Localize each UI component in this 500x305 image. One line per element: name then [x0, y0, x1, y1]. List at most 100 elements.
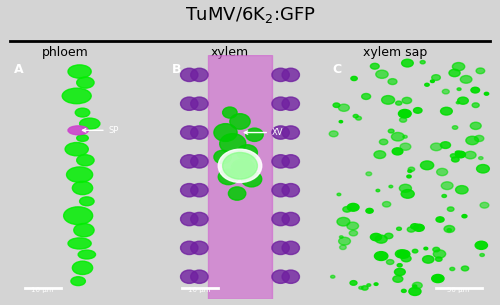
Circle shape [282, 68, 300, 81]
Circle shape [386, 260, 394, 264]
Circle shape [180, 126, 198, 139]
Ellipse shape [72, 181, 92, 195]
Circle shape [397, 264, 402, 267]
Circle shape [180, 97, 198, 110]
Circle shape [362, 94, 370, 99]
Circle shape [359, 286, 363, 289]
Circle shape [329, 131, 338, 137]
Circle shape [396, 250, 407, 258]
Circle shape [424, 83, 429, 86]
Circle shape [350, 281, 357, 285]
Circle shape [420, 161, 434, 170]
Circle shape [398, 109, 411, 118]
Circle shape [242, 171, 262, 187]
Circle shape [180, 241, 198, 255]
Circle shape [376, 189, 380, 192]
Circle shape [180, 270, 198, 283]
Circle shape [220, 134, 246, 154]
Circle shape [362, 286, 368, 290]
Circle shape [180, 68, 198, 81]
Circle shape [218, 169, 238, 185]
Circle shape [222, 152, 258, 179]
Circle shape [228, 187, 246, 200]
Circle shape [407, 175, 411, 178]
Circle shape [356, 116, 362, 120]
Circle shape [337, 193, 341, 196]
Circle shape [230, 114, 250, 129]
Circle shape [180, 155, 198, 168]
Circle shape [392, 148, 403, 155]
Circle shape [456, 151, 460, 155]
Circle shape [410, 224, 419, 229]
Circle shape [190, 212, 208, 226]
Circle shape [480, 253, 484, 257]
Text: A: A [14, 63, 24, 76]
Circle shape [450, 267, 454, 271]
Ellipse shape [66, 167, 92, 182]
Circle shape [400, 184, 411, 192]
Circle shape [430, 80, 434, 83]
Circle shape [401, 190, 414, 198]
Circle shape [456, 186, 468, 194]
Circle shape [403, 135, 407, 138]
Circle shape [452, 126, 458, 129]
Circle shape [442, 195, 446, 197]
Circle shape [272, 184, 289, 197]
Circle shape [433, 247, 440, 252]
Circle shape [436, 217, 444, 222]
Circle shape [396, 101, 402, 105]
Circle shape [343, 206, 351, 212]
Circle shape [272, 68, 289, 81]
Circle shape [470, 122, 481, 129]
Ellipse shape [65, 142, 88, 156]
Circle shape [456, 151, 466, 158]
Circle shape [222, 107, 237, 118]
Text: 10 μm: 10 μm [188, 287, 210, 293]
Circle shape [339, 120, 342, 123]
Circle shape [457, 88, 461, 91]
Circle shape [436, 168, 448, 176]
Circle shape [408, 167, 414, 171]
Circle shape [452, 63, 464, 71]
Circle shape [409, 287, 421, 296]
Circle shape [442, 182, 453, 190]
Circle shape [370, 63, 379, 69]
Circle shape [472, 103, 479, 108]
Text: phloem: phloem [42, 46, 88, 59]
Circle shape [237, 145, 258, 160]
Text: 50 μm: 50 μm [447, 287, 469, 293]
Circle shape [398, 250, 410, 258]
Circle shape [449, 69, 460, 77]
Text: xylem: xylem [211, 46, 249, 59]
Circle shape [412, 249, 418, 253]
Circle shape [282, 270, 300, 283]
Circle shape [190, 270, 208, 283]
Ellipse shape [75, 108, 90, 117]
Circle shape [374, 252, 388, 260]
Circle shape [190, 184, 208, 197]
Circle shape [282, 97, 300, 110]
FancyBboxPatch shape [208, 55, 272, 299]
Circle shape [402, 97, 411, 104]
Ellipse shape [72, 261, 92, 274]
Circle shape [380, 139, 388, 145]
Text: 10 μm: 10 μm [30, 287, 53, 293]
Circle shape [180, 212, 198, 226]
Circle shape [190, 126, 208, 139]
Circle shape [272, 241, 289, 255]
Circle shape [384, 233, 393, 239]
Circle shape [440, 142, 450, 149]
Circle shape [388, 129, 394, 133]
Circle shape [448, 207, 454, 211]
Circle shape [476, 164, 490, 173]
Circle shape [374, 283, 378, 285]
Circle shape [471, 87, 480, 93]
Circle shape [282, 241, 300, 255]
Circle shape [272, 97, 289, 110]
Circle shape [464, 151, 476, 159]
Circle shape [432, 75, 440, 81]
Circle shape [442, 89, 450, 94]
Circle shape [440, 107, 452, 115]
Circle shape [246, 128, 263, 142]
Ellipse shape [80, 197, 94, 206]
